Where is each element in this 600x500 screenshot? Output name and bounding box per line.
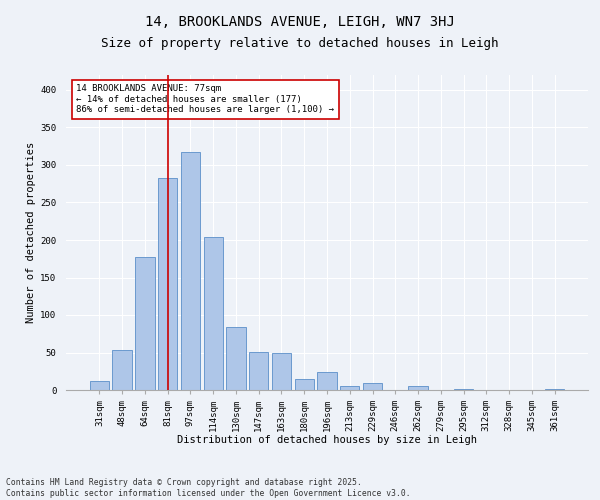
Bar — [112, 350, 132, 390]
Bar — [295, 379, 314, 390]
Bar — [340, 386, 359, 390]
Bar — [249, 352, 268, 390]
Text: 14, BROOKLANDS AVENUE, LEIGH, WN7 3HJ: 14, BROOKLANDS AVENUE, LEIGH, WN7 3HJ — [145, 15, 455, 29]
Bar — [363, 383, 382, 390]
Bar — [317, 372, 337, 390]
Text: Size of property relative to detached houses in Leigh: Size of property relative to detached ho… — [101, 38, 499, 51]
Bar — [272, 352, 291, 390]
Bar — [226, 327, 245, 390]
Bar — [181, 152, 200, 390]
Bar — [203, 237, 223, 390]
Bar — [454, 388, 473, 390]
Bar — [135, 257, 155, 390]
Text: 14 BROOKLANDS AVENUE: 77sqm
← 14% of detached houses are smaller (177)
86% of se: 14 BROOKLANDS AVENUE: 77sqm ← 14% of det… — [76, 84, 334, 114]
Bar — [545, 388, 564, 390]
Bar — [90, 381, 109, 390]
X-axis label: Distribution of detached houses by size in Leigh: Distribution of detached houses by size … — [177, 436, 477, 446]
Bar — [158, 178, 178, 390]
Bar — [409, 386, 428, 390]
Y-axis label: Number of detached properties: Number of detached properties — [26, 142, 36, 323]
Text: Contains HM Land Registry data © Crown copyright and database right 2025.
Contai: Contains HM Land Registry data © Crown c… — [6, 478, 410, 498]
